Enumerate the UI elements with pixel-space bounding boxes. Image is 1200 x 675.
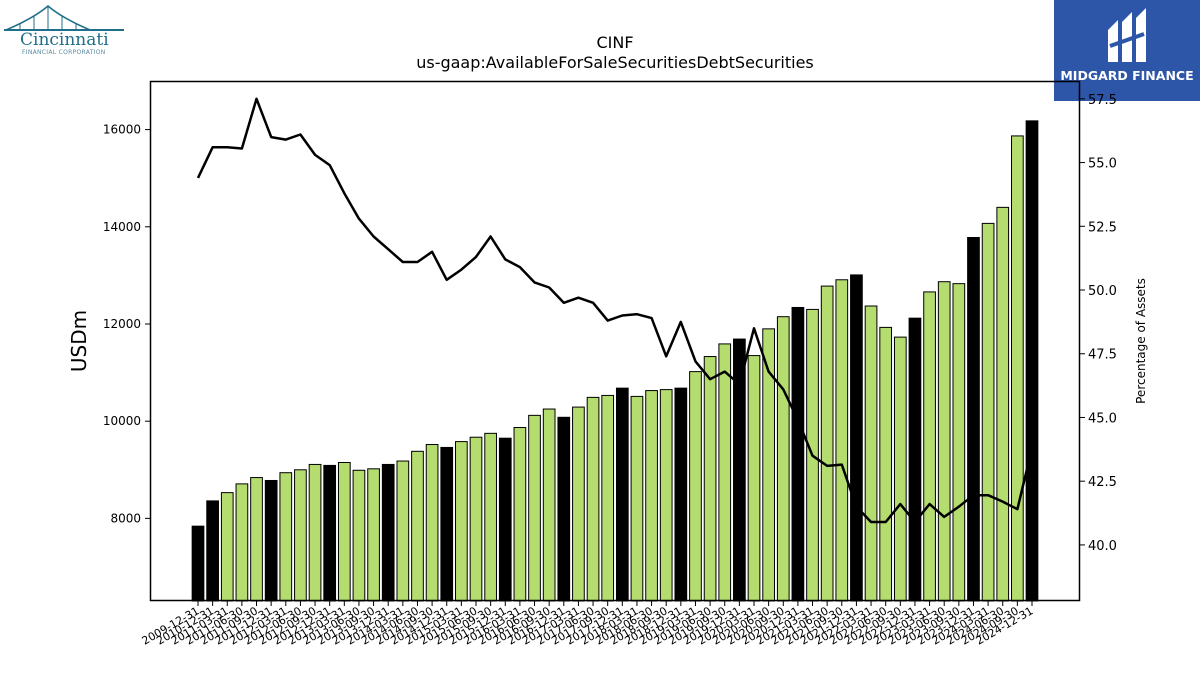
bar-2012-12-31 [323,464,337,602]
y-tick-label: 16000 [103,123,141,137]
bar-2015-06-30 [469,436,483,602]
y2-tick-label: 45.0 [1088,411,1117,426]
bar-2017-03-31 [572,406,585,602]
bar-2015-09-30 [484,432,497,602]
plot-frame [149,80,1081,602]
y2-tick-label: 47.5 [1088,348,1117,363]
bar-2017-12-31 [615,387,629,602]
y-tick-label: 8000 [110,511,141,525]
y-tick-label: 12000 [103,317,141,331]
y2-tick-label: 55.0 [1088,157,1117,172]
bar-2014-09-30 [425,444,439,602]
bar-2020-09-30 [776,316,790,602]
bar-2021-09-30 [835,279,849,602]
bar-2016-09-30 [542,408,556,602]
bar-2016-03-31 [513,427,527,602]
y-tick-label: 14000 [103,220,141,234]
bar-2022-09-30 [893,336,907,602]
bridge-icon [4,5,124,31]
bar-2019-06-30 [703,356,717,602]
bar-2013-12-31 [381,463,395,602]
bar-2014-12-31 [440,446,454,602]
bar-2022-06-30 [879,326,893,602]
bar-2024-03-31 [981,222,995,602]
bar-2010-12-31 [206,500,219,602]
midgard-mark-icon [1108,8,1146,62]
bar-2015-03-31 [455,441,468,602]
bar-2022-03-31 [864,305,878,602]
bar-2021-06-30 [820,285,834,602]
bar-2013-09-30 [367,468,380,602]
percentage-of-assets-line [196,97,1034,524]
y2-axis-label: Percentage of Assets [1134,278,1148,404]
bar-2018-09-30 [659,389,673,602]
bar-2012-09-30 [308,463,322,602]
bar-2013-06-30 [352,469,366,602]
bar-2019-03-31 [689,371,702,602]
bar-2017-09-30 [601,394,615,602]
bar-2019-09-30 [718,343,732,602]
y2-tick-label: 52.5 [1088,220,1117,235]
y-tick-label: 10000 [103,414,141,428]
bar-2014-03-31 [396,460,410,602]
y2-tick-label: 57.5 [1088,93,1117,108]
cincinnati-logo [4,4,126,60]
bar-2024-09-30 [1011,135,1024,602]
bar-2019-12-31 [733,338,746,602]
bar-2020-03-31 [747,355,761,602]
bar-2023-06-30 [937,281,951,602]
bar-2017-06-30 [586,396,600,602]
bar-2024-06-30 [996,206,1010,602]
y-axis-ticks: 8000 10000 12000 14000 16000 [103,123,150,525]
bar-2023-12-31 [967,236,980,602]
bar-2011-06-30 [235,483,249,602]
bar-2018-06-30 [645,390,658,602]
y2-tick-label: 40.0 [1088,539,1117,554]
bar-2012-06-30 [294,469,307,602]
bar-2022-12-31 [908,317,922,602]
bar-2023-09-30 [952,283,966,602]
bar-2018-03-31 [630,395,644,602]
bar-2023-03-31 [923,291,936,602]
bar-series [191,120,1039,602]
x-axis-ticks: 2009-12-312010-12-312011-03-312011-06-30… [140,601,1036,648]
bar-2012-03-31 [279,472,293,602]
bar-2016-06-30 [528,414,541,602]
y2-tick-label: 42.5 [1088,475,1117,490]
brand-left-name: Cincinnati [20,30,109,50]
bar-2014-06-30 [411,450,424,602]
bar-2024-12-31 [1025,120,1039,602]
y2-tick-label: 50.0 [1088,284,1117,299]
bar-2009-12-31 [191,525,205,602]
y-axis-label: USDm [67,310,91,372]
bar-2021-12-31 [850,274,863,602]
bar-2013-03-31 [337,461,351,602]
chart-title: CINF [596,33,633,52]
bar-2011-12-31 [264,479,278,602]
bar-2020-12-31 [791,306,805,602]
bar-2011-03-31 [220,492,234,602]
bar-2018-12-31 [674,387,688,602]
bar-2016-12-31 [557,416,571,602]
midgard-logo: MIDGARD FINANCE [1054,0,1200,101]
brand-right-name: MIDGARD FINANCE [1060,68,1194,83]
brand-left-subtitle: FINANCIAL CORPORATION [22,49,106,56]
percentage-line-series [196,97,1034,524]
y2-axis-ticks: 40.0 42.5 45.0 47.5 50.0 52.5 55.0 57.5 [1080,93,1117,554]
bar-2011-09-30 [250,477,263,602]
chart-subtitle: us-gaap:AvailableForSaleSecuritiesDebtSe… [416,53,814,72]
bar-2015-12-31 [498,437,512,602]
